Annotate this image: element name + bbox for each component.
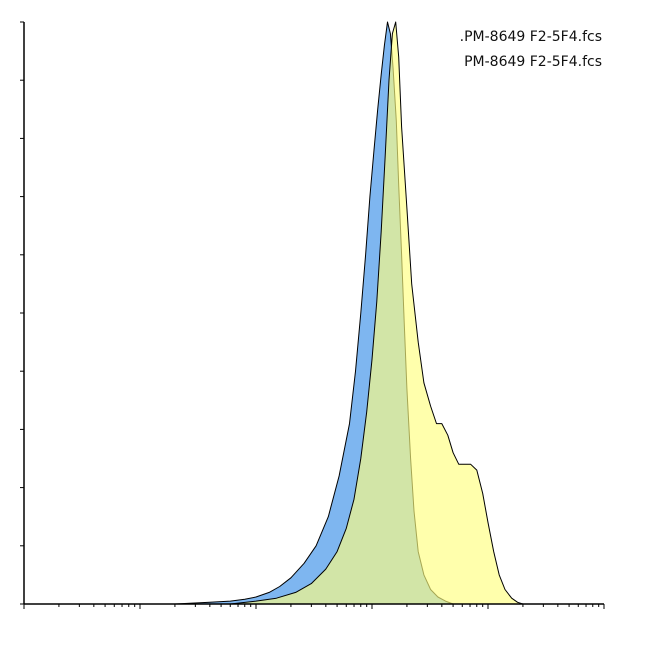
legend-entry-1: .PM-8649 F2-5F4.fcs xyxy=(460,29,602,45)
histogram-areas xyxy=(174,21,524,605)
legend-entry-2: PM-8649 F2-5F4.fcs xyxy=(464,54,602,70)
series-area-2 xyxy=(229,21,524,605)
legend: .PM-8649 F2-5F4.fcs PM-8649 F2-5F4.fcs xyxy=(460,29,602,70)
